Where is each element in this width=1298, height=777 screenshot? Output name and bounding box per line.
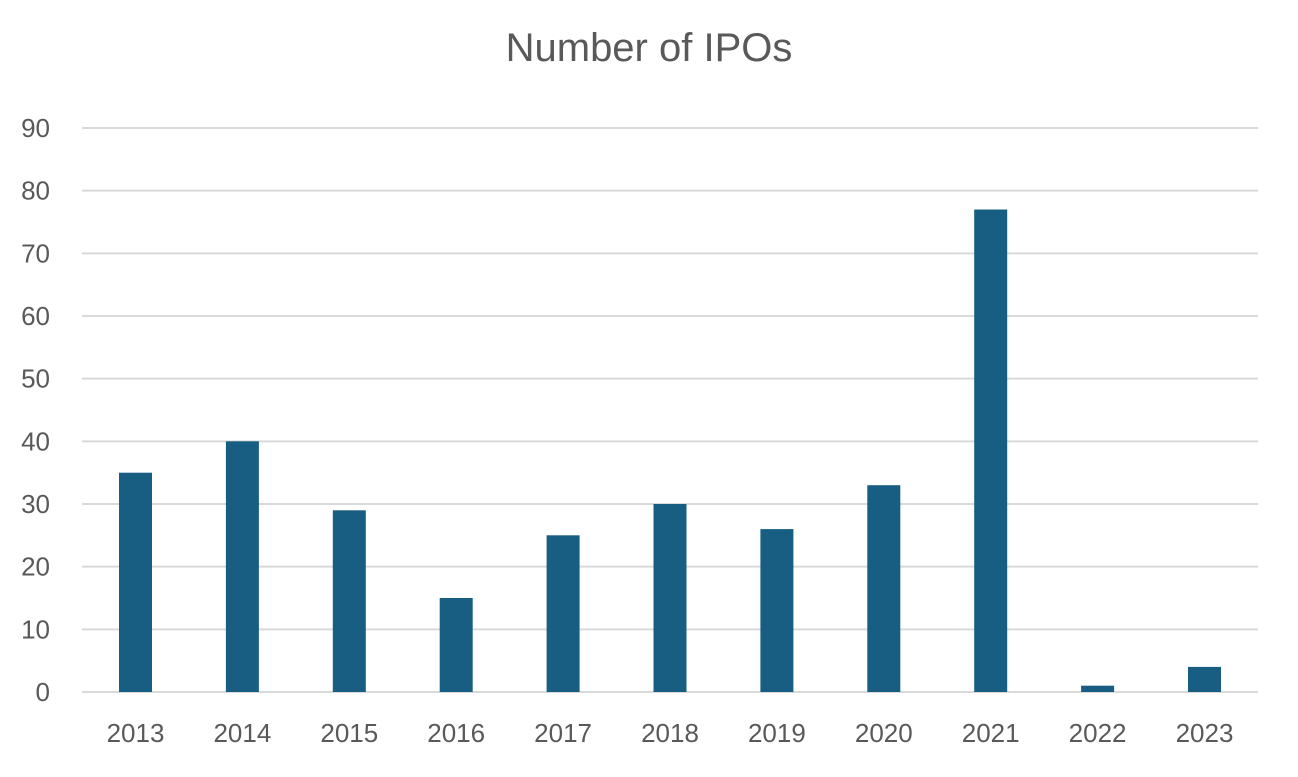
bar <box>653 504 687 692</box>
bar <box>225 441 259 692</box>
bar <box>974 209 1008 692</box>
bar <box>332 510 366 692</box>
bar <box>867 485 901 692</box>
y-tick-label: 70 <box>21 238 50 268</box>
x-tick-label: 2014 <box>213 718 271 748</box>
x-tick-label: 2022 <box>1069 718 1127 748</box>
x-tick-label: 2019 <box>748 718 806 748</box>
y-tick-label: 90 <box>21 113 50 143</box>
y-tick-label: 10 <box>21 614 50 644</box>
x-tick-label: 2023 <box>1176 718 1234 748</box>
x-tick-label: 2017 <box>534 718 592 748</box>
y-axis-tick-labels: 0 10 20 30 40 50 60 70 80 90 <box>21 113 50 707</box>
bar <box>439 598 473 692</box>
bar <box>119 472 152 692</box>
chart-title: Number of IPOs <box>505 26 793 70</box>
bars <box>119 209 1221 692</box>
y-tick-label: 30 <box>21 489 50 519</box>
bar <box>1081 685 1115 692</box>
y-tick-label: 20 <box>21 552 50 582</box>
x-tick-label: 2016 <box>427 718 485 748</box>
x-tick-label: 2015 <box>320 718 378 748</box>
y-tick-label: 60 <box>21 301 50 331</box>
gridlines <box>82 127 1258 693</box>
bar <box>546 535 580 692</box>
x-tick-label: 2018 <box>641 718 699 748</box>
y-tick-label: 50 <box>21 364 50 394</box>
y-tick-label: 80 <box>21 176 50 206</box>
y-tick-label: 0 <box>36 677 50 707</box>
x-tick-label: 2021 <box>962 718 1020 748</box>
x-tick-label: 2013 <box>107 718 165 748</box>
bar <box>1188 666 1221 692</box>
bar <box>760 529 794 692</box>
x-axis-tick-labels: 2013 2014 2015 2016 2017 2018 2019 2020 2021 2022… <box>107 718 1234 748</box>
y-tick-label: 40 <box>21 426 50 456</box>
x-tick-label: 2020 <box>855 718 913 748</box>
